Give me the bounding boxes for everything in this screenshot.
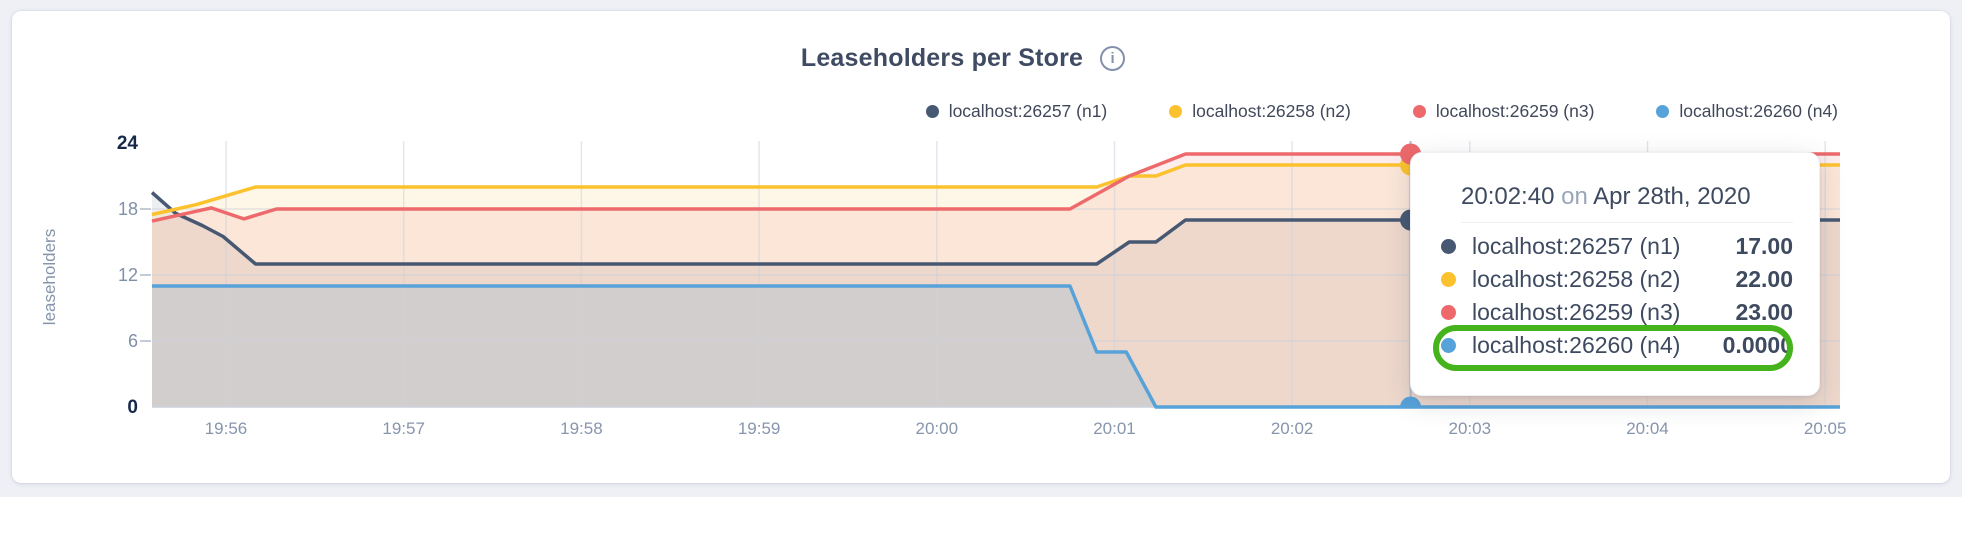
tooltip-series-value: 0.0000	[1722, 332, 1793, 358]
tooltip-rows: localhost:26257 (n1) 17.00 localhost:26258…	[1441, 230, 1793, 362]
tooltip-series-value: 17.00	[1735, 233, 1793, 259]
tooltip-time: 20:02:40	[1461, 183, 1555, 210]
series-dot-icon	[1441, 338, 1456, 353]
legend-label: localhost:26258 (n2)	[1192, 101, 1351, 121]
legend-dot-icon	[1169, 105, 1183, 118]
legend-label: localhost:26259 (n3)	[1435, 101, 1595, 121]
y-axis-label: 6	[128, 331, 138, 351]
legend-item: localhost:26260 (n4)	[1656, 101, 1838, 122]
series-line-4	[152, 284, 1840, 409]
x-axis-label: 19:59	[738, 419, 781, 438]
x-axis-label: 20:05	[1804, 419, 1847, 438]
x-axis-label: 20:04	[1626, 419, 1669, 438]
x-axis-label: 19:57	[382, 419, 425, 438]
x-axis-label: 20:02	[1271, 419, 1314, 438]
tooltip-series-value: 23.00	[1735, 299, 1793, 325]
series-area-4	[152, 286, 1840, 407]
legend-dot-icon	[1412, 105, 1426, 118]
tooltip-row: localhost:26260 (n4) 0.0000	[1441, 329, 1793, 362]
series-dot-icon	[1441, 272, 1456, 287]
tooltip-date: Apr 28th, 2020	[1593, 183, 1751, 210]
legend-item: localhost:26258 (n2)	[1169, 101, 1351, 122]
chart-legend: localhost:26257 (n1) localhost:26258 (n2)…	[925, 101, 1838, 122]
chart-tooltip: 20:02:40 on Apr 28th, 2020 localhost:262…	[1410, 152, 1820, 396]
y-axis-label: 0	[127, 397, 138, 418]
x-axis-label: 20:00	[916, 419, 959, 438]
tooltip-series-label: localhost:26259 (n3)	[1472, 299, 1681, 325]
chart-card: Leaseholders per Store i localhost:26257…	[12, 11, 1950, 483]
y-axis-title: leaseholders	[40, 229, 59, 325]
tooltip-row: localhost:26259 (n3) 23.00	[1441, 296, 1793, 329]
chart-title: Leaseholders per Store	[800, 44, 1084, 72]
legend-label: localhost:26257 (n1)	[948, 101, 1108, 121]
y-axis-label: 18	[118, 199, 138, 219]
x-axis-label: 19:56	[205, 419, 248, 438]
legend-item: localhost:26257 (n1)	[925, 101, 1108, 122]
tooltip-on-word: on	[1561, 183, 1588, 210]
x-axis-label: 20:01	[1093, 419, 1136, 438]
hover-dot-icon	[1400, 396, 1422, 409]
tooltip-timestamp: 20:02:40 on Apr 28th, 2020	[1461, 183, 1793, 223]
series-dot-icon	[1441, 305, 1456, 320]
series-dot-icon	[1441, 239, 1456, 254]
tooltip-series-label: localhost:26260 (n4)	[1472, 332, 1681, 358]
legend-dot-icon	[1656, 105, 1670, 118]
tooltip-series-label: localhost:26258 (n2)	[1472, 266, 1681, 292]
y-axis-label: 24	[117, 133, 139, 154]
legend-label: localhost:26260 (n4)	[1679, 101, 1838, 121]
tooltip-row: localhost:26258 (n2) 22.00	[1441, 263, 1793, 296]
tooltip-series-value: 22.00	[1735, 266, 1793, 292]
series-line-3	[151, 152, 1840, 223]
x-axis-label: 20:03	[1449, 419, 1492, 438]
info-icon[interactable]: i	[1100, 46, 1126, 71]
tooltip-row: localhost:26257 (n1) 17.00	[1441, 230, 1793, 263]
chart-header: Leaseholders per Store i	[0, 44, 1932, 73]
tooltip-series-label: localhost:26257 (n1)	[1472, 233, 1681, 259]
series-line-2	[151, 163, 1840, 217]
y-axis-label: 12	[118, 265, 138, 285]
legend-item: localhost:26259 (n3)	[1412, 101, 1595, 122]
x-axis-label: 19:58	[560, 419, 603, 438]
legend-dot-icon	[925, 105, 939, 118]
series-line-1	[150, 191, 1840, 266]
